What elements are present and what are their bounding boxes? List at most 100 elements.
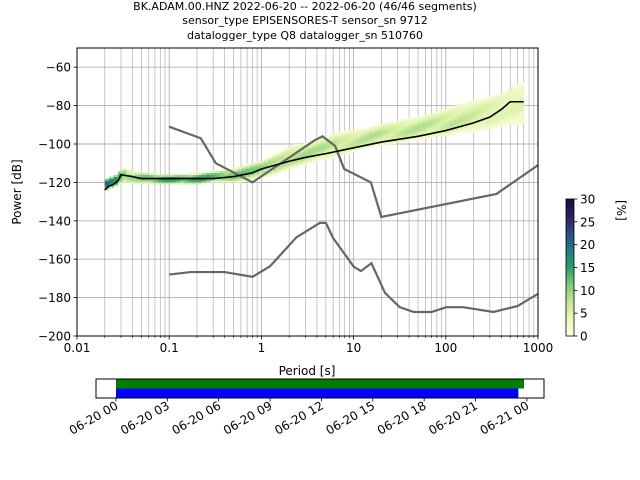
psd-density-cell (466, 101, 472, 104)
psd-density-cell (298, 159, 304, 162)
psd-density-cell (475, 107, 480, 110)
psd-density-cell (453, 117, 458, 120)
psd-density-cell (400, 122, 405, 125)
psd-density-cell (325, 136, 330, 139)
psd-density-cell (439, 134, 445, 137)
psd-density-cell (497, 124, 502, 127)
psd-density-cell (387, 124, 392, 127)
psd-density-cell (387, 132, 392, 135)
psd-density-cell (122, 172, 128, 175)
psd-density-cell (263, 168, 269, 172)
psd-density-cell (484, 109, 489, 112)
psd-density-cell (391, 122, 397, 125)
psd-density-cell (267, 157, 273, 160)
psd-density-cell (351, 142, 357, 145)
psd-density-cell (329, 155, 335, 158)
psd-density-cell (276, 167, 282, 170)
x-axis-label: Period [s] (279, 364, 336, 378)
psd-density-cell (312, 157, 317, 160)
psd-density-cell (488, 103, 494, 106)
psd-density-cell (470, 122, 476, 125)
psd-density-cell (400, 126, 405, 129)
psd-density-cell (373, 134, 379, 137)
mean-psd-curve (104, 100, 524, 191)
psd-density-cell (409, 119, 414, 122)
psd-density-cell (144, 176, 150, 179)
psd-density-cell (514, 96, 520, 99)
psd-density-cell (281, 155, 286, 158)
psd-density-cell (444, 134, 450, 137)
psd-density-cell (395, 128, 401, 131)
psd-density-cell (369, 126, 375, 129)
psd-density-cell (334, 138, 339, 141)
psd-density-cell (466, 109, 472, 112)
psd-density-cell (497, 96, 502, 99)
psd-density-cell (448, 122, 454, 125)
psd-density-cell (479, 122, 485, 125)
psd-density-cell (303, 153, 308, 156)
psd-density-cell (382, 130, 388, 133)
psd-density-cell (303, 151, 308, 154)
psd-density-cell (461, 126, 467, 129)
psd-density-cell (289, 151, 295, 154)
psd-density-cell (356, 140, 361, 143)
psd-density-cell (263, 163, 269, 166)
psd-density-cell (391, 140, 397, 143)
psd-density-cell (439, 128, 445, 131)
psd-density-cell (519, 90, 525, 93)
psd-density-cell (484, 122, 489, 125)
psd-density-cell (453, 105, 458, 108)
psd-density-cell (519, 84, 525, 87)
psd-density-cell (457, 113, 463, 116)
psd-density-cell (170, 180, 176, 183)
nlnm-curve (169, 221, 538, 314)
psd-density-cell (404, 126, 410, 129)
psd-density-cell (153, 182, 158, 185)
nhnm-curve (168, 125, 538, 219)
psd-density-cell (338, 132, 344, 135)
psd-density-cell (378, 130, 383, 133)
psd-density-cell (448, 120, 454, 124)
psd-density-cell (435, 111, 441, 114)
psd-density-cell (475, 103, 480, 106)
psd-density-cell (347, 138, 353, 141)
psd-density-cell (510, 96, 516, 99)
psd-density-cell (316, 144, 322, 147)
psd-density-cell (263, 165, 269, 168)
psd-density-cell (351, 144, 357, 147)
psd-density-cell (276, 157, 282, 160)
x-tick-label: 10 (346, 341, 361, 355)
psd-density-cell (329, 134, 335, 137)
psd-density-cell (439, 113, 445, 116)
psd-density-cell (334, 144, 339, 147)
x-tick-label: 0.1 (160, 341, 179, 355)
psd-density-cell (272, 157, 278, 160)
psd-density-cell (439, 109, 445, 112)
psd-density-cell (294, 145, 300, 149)
psd-density-cell (501, 92, 507, 95)
psd-density-cell (466, 119, 472, 122)
timeline-bar (115, 388, 519, 398)
psd-density-cell (347, 130, 353, 133)
psd-density-cell (325, 142, 330, 145)
psd-density-cell (409, 134, 414, 137)
psd-density-cell (140, 172, 145, 175)
psd-density-cell (404, 122, 410, 125)
psd-density-cell (135, 174, 141, 177)
psd-density-cell (325, 149, 330, 152)
psd-density-cell (400, 124, 405, 127)
psd-density-cell (215, 180, 220, 183)
psd-density-cell (312, 142, 317, 145)
psd-density-cell (126, 178, 132, 181)
psd-density-cell (475, 105, 480, 108)
psd-density-cell (201, 178, 207, 181)
psd-density-cell (409, 120, 414, 124)
psd-density-cell (276, 165, 282, 168)
psd-density-cell (122, 167, 128, 170)
psd-density-cell (426, 126, 432, 129)
psd-density-cell (329, 147, 335, 150)
psd-density-cell (351, 147, 357, 150)
psd-density-cell (391, 126, 397, 129)
psd-density-cell (497, 113, 502, 116)
